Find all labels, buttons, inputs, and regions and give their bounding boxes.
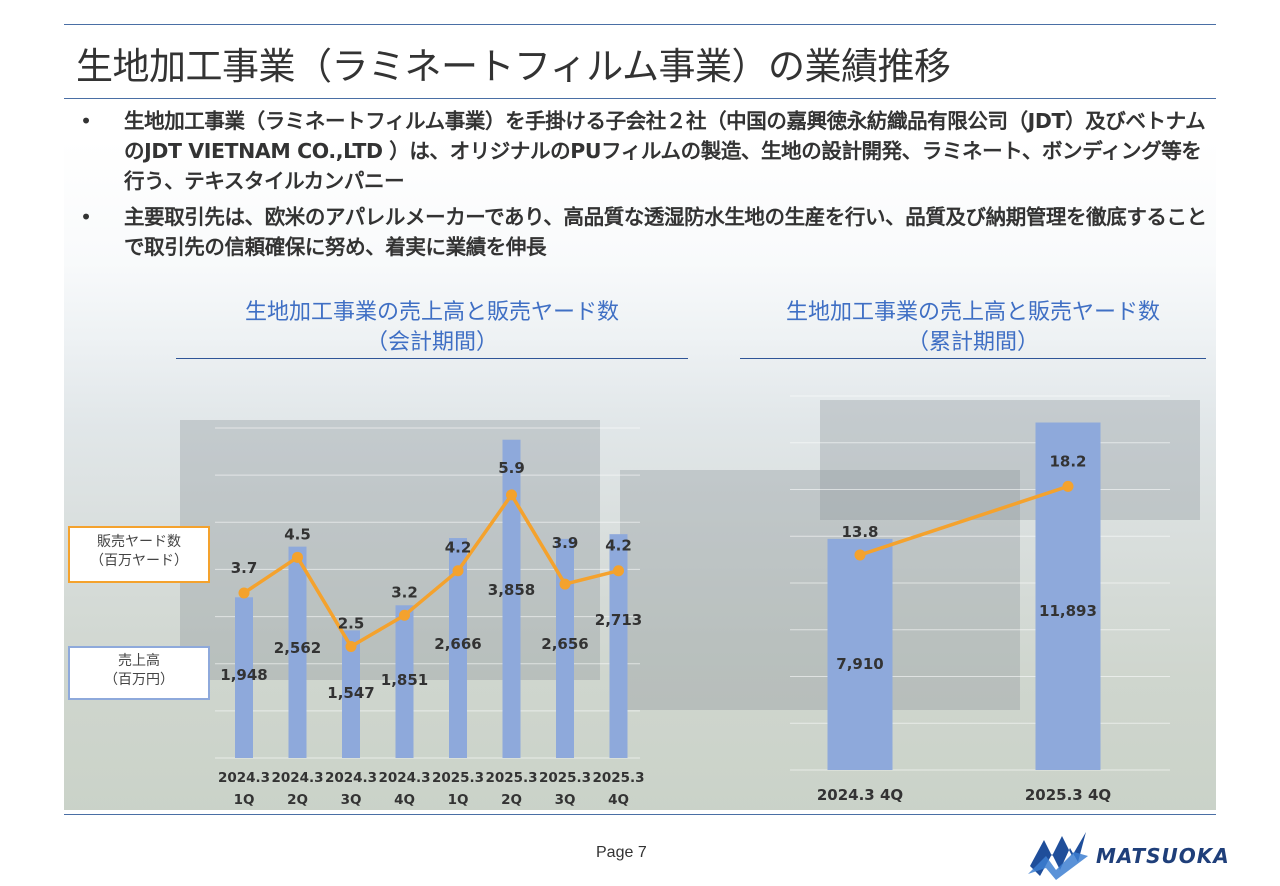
category-label: 2025.3 xyxy=(485,770,537,786)
category-label: 2024.3 xyxy=(271,770,323,786)
category-label: 2025.3 xyxy=(432,770,484,786)
sales-bar xyxy=(395,605,414,758)
sales-bar xyxy=(235,597,253,758)
bullet-text: 主要取引先は、欧米のアパレルメーカーであり、高品質な透湿防水生地の生産を行い、品… xyxy=(124,205,1207,259)
category-label: 3Q xyxy=(555,792,576,808)
yard-data-label: 4.2 xyxy=(445,539,472,557)
yard-point xyxy=(452,565,464,577)
chart-title-line2: （会計期間） xyxy=(365,330,498,355)
category-label: 2Q xyxy=(287,792,308,808)
yard-data-label: 13.8 xyxy=(841,523,878,541)
yard-point xyxy=(292,551,303,563)
sales-data-label: 11,893 xyxy=(1039,602,1097,620)
category-label: 2024.3 4Q xyxy=(817,786,903,804)
chart-title-line1: 生地加工事業の売上高と販売ヤード数 xyxy=(785,300,1160,325)
yard-point xyxy=(506,489,517,501)
yard-point xyxy=(613,565,624,577)
logo-text: MATSUOKA xyxy=(1096,844,1230,868)
category-label: 2024.3 xyxy=(378,770,430,786)
legend-yard-unit: （百万ヤード） xyxy=(90,553,188,569)
matsuoka-logo: MATSUOKA xyxy=(1026,826,1229,882)
page-title: 生地加工事業（ラミネートフィルム事業）の業績推移 xyxy=(76,45,951,88)
sales-data-label: 2,713 xyxy=(595,611,642,629)
title-rule xyxy=(64,98,1216,99)
building-shape xyxy=(620,470,1020,710)
sales-data-label: 3,858 xyxy=(488,581,535,599)
category-label: 4Q xyxy=(394,792,415,808)
chart-title-cumulative: 生地加工事業の売上高と販売ヤード数 （累計期間） xyxy=(740,298,1206,358)
bottom-rule xyxy=(64,814,1216,815)
sales-bar xyxy=(449,538,467,758)
sales-bar xyxy=(288,546,307,758)
yard-point xyxy=(559,578,571,590)
category-label: 2Q xyxy=(501,792,522,808)
category-label: 4Q xyxy=(608,792,629,808)
yard-line xyxy=(859,484,1069,557)
category-label: 3Q xyxy=(341,792,362,808)
yard-data-label: 3.2 xyxy=(391,583,418,601)
chart-title-line2: （累計期間） xyxy=(906,330,1039,355)
sales-bar xyxy=(502,439,521,758)
category-label: 2025.3 xyxy=(539,770,591,786)
sales-bar xyxy=(609,534,628,758)
yard-point xyxy=(854,549,866,561)
bullet-text: 生地加工事業（ラミネートフィルム事業）を手掛ける子会社２社（中国の嘉興徳永紡織品… xyxy=(124,109,1206,193)
chart-title-underline xyxy=(176,358,688,359)
chart-title-underline xyxy=(740,358,1206,359)
sales-data-label: 1,948 xyxy=(220,666,267,684)
sales-data-label: 1,851 xyxy=(381,671,428,689)
yard-point xyxy=(399,609,410,621)
category-label: 1Q xyxy=(234,792,255,808)
legend-yard-count: 販売ヤード数 （百万ヤード） xyxy=(68,526,210,583)
sales-data-label: 2,666 xyxy=(434,635,481,653)
yard-line xyxy=(243,493,619,649)
yard-data-label: 18.2 xyxy=(1049,452,1086,470)
category-label: 1Q xyxy=(448,792,469,808)
chart-title-quarterly: 生地加工事業の売上高と販売ヤード数 （会計期間） xyxy=(176,298,688,358)
sales-bar xyxy=(342,630,360,758)
top-rule xyxy=(64,24,1216,25)
page-number: Page 7 xyxy=(596,844,647,861)
legend-sales-unit: （百万円） xyxy=(104,672,174,688)
yard-data-label: 5.9 xyxy=(498,459,525,477)
category-label: 2024.3 xyxy=(325,770,377,786)
bullet-mark: • xyxy=(80,205,92,229)
sales-bar xyxy=(827,538,893,770)
yard-data-label: 3.7 xyxy=(231,559,258,577)
yard-data-label: 2.5 xyxy=(338,615,365,633)
yard-data-label: 4.2 xyxy=(605,537,632,555)
bullet-list: • 生地加工事業（ラミネートフィルム事業）を手掛ける子会社２社（中国の嘉興徳永紡… xyxy=(78,106,1208,268)
yard-point xyxy=(1062,480,1074,492)
yard-data-label: 4.5 xyxy=(284,525,311,543)
bullet-item: • 主要取引先は、欧米のアパレルメーカーであり、高品質な透湿防水生地の生産を行い… xyxy=(78,202,1208,262)
bullet-item: • 生地加工事業（ラミネートフィルム事業）を手掛ける子会社２社（中国の嘉興徳永紡… xyxy=(78,106,1208,196)
yard-point xyxy=(238,587,250,599)
matsuoka-logo-mark-icon xyxy=(1028,832,1088,880)
sales-bar xyxy=(1035,422,1101,770)
category-label: 2024.3 xyxy=(218,770,270,786)
category-label: 2025.3 xyxy=(592,770,644,786)
category-label: 2025.3 4Q xyxy=(1025,786,1111,804)
legend-yard-label: 販売ヤード数 xyxy=(97,534,181,550)
legend-sales-label: 売上高 xyxy=(118,653,160,669)
sales-data-label: 7,910 xyxy=(836,655,883,673)
yard-point xyxy=(345,641,357,653)
legend-sales: 売上高 （百万円） xyxy=(68,646,210,700)
sales-data-label: 2,562 xyxy=(274,639,321,657)
bullet-mark: • xyxy=(80,109,92,133)
sales-bar xyxy=(556,538,574,758)
yard-data-label: 3.9 xyxy=(552,534,579,552)
chart-title-line1: 生地加工事業の売上高と販売ヤード数 xyxy=(244,300,619,325)
sales-data-label: 2,656 xyxy=(541,635,588,653)
building-shape xyxy=(820,400,1200,520)
sales-data-label: 1,547 xyxy=(327,684,374,702)
